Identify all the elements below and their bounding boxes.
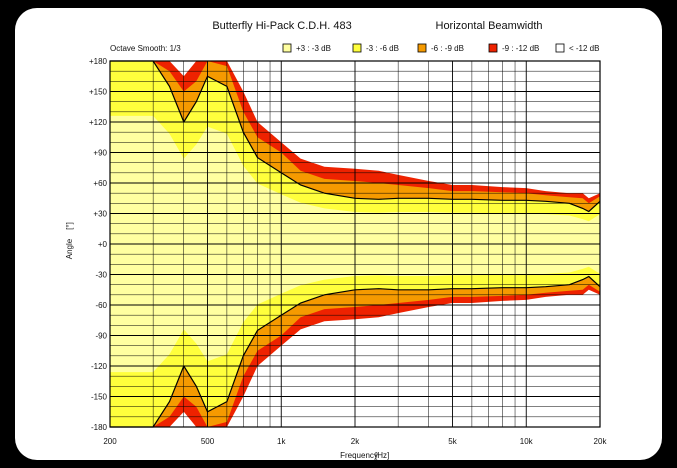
legend-swatch-1 — [282, 43, 292, 53]
y-tick--120: -120 — [91, 362, 108, 371]
chart-card: Butterfly Hi-Pack C.D.H. 483 Horizontal … — [15, 8, 662, 460]
legend-swatch-2 — [352, 43, 362, 53]
y-tick--60: -60 — [95, 301, 107, 310]
chart-title: Butterfly Hi-Pack C.D.H. 483 — [212, 20, 351, 32]
contour-6db-upper — [110, 60, 601, 213]
x-tick-labels: 200 500 1k 2k 5k 10k 20k — [103, 437, 607, 446]
y-tick-+0: +0 — [98, 240, 108, 249]
y-axis-unit: [°] — [65, 222, 74, 230]
smoothing-label: Octave Smooth: 1/3 — [110, 44, 181, 53]
y-tick-labels: +180 +150 +120 +90 +60 +30 +0 -30 -60 -90 -120 -150… — [89, 57, 108, 432]
y-tick--90: -90 — [95, 332, 107, 341]
x-axis-unit: [Hz] — [375, 451, 389, 460]
x-tick-5k: 5k — [448, 437, 457, 446]
beamwidth-chart: Butterfly Hi-Pack C.D.H. 483 Horizontal … — [65, 20, 607, 460]
y-tick--180: -180 — [91, 423, 108, 432]
legend-swatch-4 — [488, 43, 498, 53]
y-tick-+120: +120 — [89, 118, 108, 127]
y-tick-+90: +90 — [93, 149, 107, 158]
legend: +3 : -3 dB -3 : -6 dB -6 : -9 dB -9 : -12 d… — [282, 43, 599, 53]
x-tick-1k: 1k — [277, 437, 286, 446]
x-tick-500: 500 — [201, 437, 215, 446]
contour-6db-lower — [110, 275, 601, 428]
legend-label-1: +3 : -3 dB — [296, 44, 331, 53]
y-tick-+150: +150 — [89, 88, 108, 97]
y-tick-+180: +180 — [89, 57, 108, 66]
y-tick-+30: +30 — [93, 210, 107, 219]
x-axis-label: Frequency — [340, 451, 378, 460]
y-tick-+60: +60 — [93, 179, 107, 188]
y-axis-label: Angle — [65, 238, 74, 259]
legend-label-4: -9 : -12 dB — [502, 44, 539, 53]
x-tick-20k: 20k — [594, 437, 608, 446]
legend-label-2: -3 : -6 dB — [366, 44, 399, 53]
x-tick-2k: 2k — [351, 437, 360, 446]
plot-frame — [109, 60, 601, 428]
legend-swatch-3 — [417, 43, 427, 53]
x-tick-10k: 10k — [520, 437, 534, 446]
legend-label-3: -6 : -9 dB — [431, 44, 464, 53]
y-tick--30: -30 — [95, 271, 107, 280]
x-tick-200: 200 — [103, 437, 117, 446]
legend-label-5: < -12 dB — [569, 44, 599, 53]
y-tick--150: -150 — [91, 393, 108, 402]
grid — [109, 60, 601, 428]
chart-subtitle: Horizontal Beamwidth — [436, 20, 543, 32]
legend-swatch-5 — [555, 43, 565, 53]
